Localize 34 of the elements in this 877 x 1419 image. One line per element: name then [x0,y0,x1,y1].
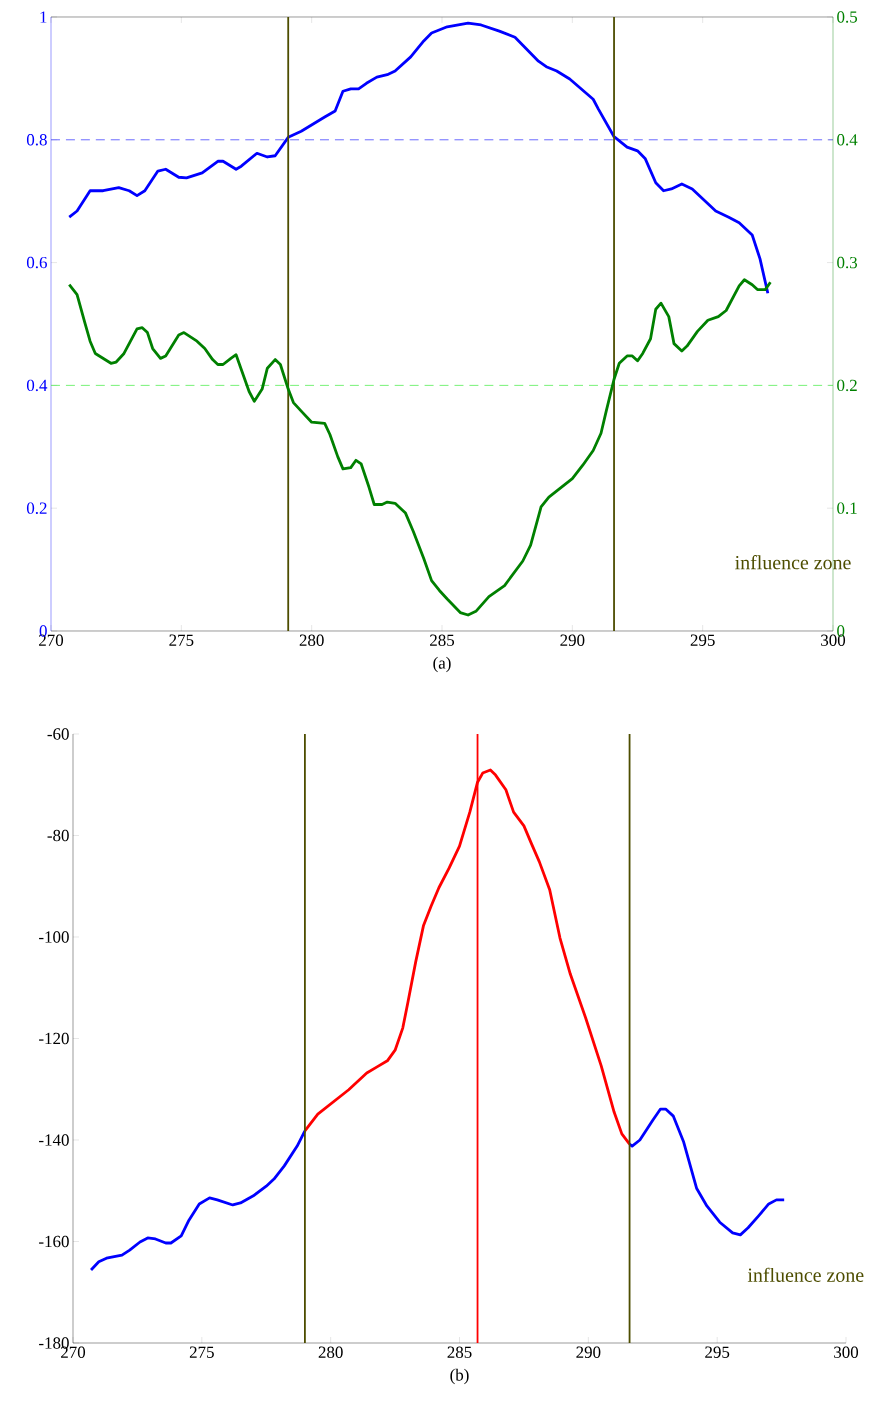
y-tick-label: 1 [40,11,47,23]
y-tick-label: 0.4 [26,379,48,392]
y-tick-label: -80 [47,829,69,842]
x-tick-label: 280 [318,1346,343,1358]
x-tick-label: 290 [576,1346,601,1358]
y-tick-label: 0.6 [26,256,47,269]
y-tick-label: -140 [39,1134,69,1146]
x-tick-label: 300 [834,1346,859,1358]
line-series [67,21,770,295]
x-tick-label: 280 [299,634,324,646]
y2-tick-label: 0.5 [837,11,858,23]
y-tick-label: -60 [47,728,69,740]
annotation: influence zone [747,1267,864,1282]
line-series [628,1107,786,1237]
x-axis-title: (a) [433,656,451,673]
x-axis-title: (b) [450,1368,469,1385]
y2-tick-label: 0.3 [837,256,858,269]
y-tick-label: 0.8 [26,134,47,146]
y2-tick-label: 0.2 [837,379,857,392]
x-tick-label: 275 [169,634,194,646]
y2-tick-label: 0.4 [837,134,858,146]
x-tick-label: 295 [690,634,715,646]
x-tick-label: 295 [705,1346,730,1358]
y-tick-label: -120 [39,1032,69,1045]
y-tick-label: 0.2 [26,502,47,514]
y2-tick-label: 0.1 [837,502,857,514]
x-tick-label: 290 [560,634,585,646]
x-tick-label: 275 [189,1346,214,1358]
x-tick-label: 285 [447,1346,472,1358]
y-tick-label: -160 [39,1235,69,1248]
line-series [89,1129,307,1272]
annotation: influence zone [735,555,851,570]
y-tick-label: -100 [39,931,69,943]
x-tick-label: 285 [430,634,455,646]
